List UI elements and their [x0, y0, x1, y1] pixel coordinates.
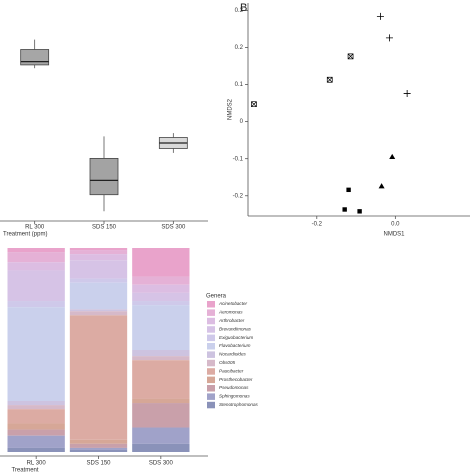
point: [251, 101, 257, 108]
bar-segment: [69, 449, 128, 452]
point: [326, 76, 333, 83]
bar-segment: [7, 423, 65, 430]
legend-swatch: [207, 326, 215, 333]
legend-label: Stenotrophomonas: [219, 402, 259, 407]
y-axis-label: NMDS2: [228, 98, 234, 120]
legend-label: Sphingomonas: [219, 394, 250, 399]
box: [20, 49, 50, 66]
bar-segment: [69, 439, 128, 444]
bar-segment: [69, 311, 128, 316]
legend-swatch: [207, 334, 215, 342]
point: [376, 12, 384, 20]
point: [347, 53, 354, 60]
y-tick-label: 0: [240, 119, 244, 125]
legend-swatch: [207, 343, 215, 350]
bar-segment: [132, 301, 190, 306]
bar-segment: [132, 403, 190, 428]
bar-segment: [132, 427, 190, 444]
legend-swatch: [207, 359, 215, 367]
bar-segment: [69, 260, 128, 279]
legend-label: Acinetobacter: [218, 301, 248, 306]
bar-segment: [7, 270, 65, 302]
legend-label: Nocardioides: [219, 352, 247, 357]
bar-segment: [7, 429, 65, 436]
legend-swatch: [207, 376, 215, 384]
point: [389, 153, 396, 160]
bar-segment: [69, 248, 128, 251]
bar-segment: [69, 443, 128, 448]
point: [346, 187, 351, 193]
bar-segment: [7, 252, 65, 263]
bar-segment: [7, 435, 65, 448]
point: [403, 89, 411, 97]
point: [357, 209, 362, 214]
bar-segment: [7, 301, 65, 308]
y-tick-label: -0.2: [233, 193, 244, 199]
bar-segment: [69, 250, 128, 255]
bar-segment: [7, 405, 65, 410]
bar-segment: [69, 315, 128, 440]
bar-segment: [132, 443, 190, 452]
bar-segment: [132, 356, 190, 361]
legend-label: Exiguobacterium: [219, 335, 253, 340]
bar-segment: [132, 292, 190, 302]
legend-label: Aeromonas: [218, 310, 243, 315]
legend-swatch: [207, 317, 215, 325]
x-axis-label: Treatment (ppm): [3, 232, 47, 238]
bar-segment: [132, 284, 190, 293]
legend-label: Pseudomonas: [219, 385, 249, 390]
x-axis-label: Treatment: [11, 468, 38, 474]
bar-segment: [7, 409, 65, 424]
legend-title: Genera: [206, 294, 227, 300]
x-tick-label: -0.2: [312, 222, 323, 228]
bar-segment: [69, 254, 128, 261]
y-tick-label: 0.3: [235, 8, 244, 14]
legend-swatch: [207, 351, 215, 358]
legend-swatch: [207, 393, 215, 400]
legend-label: Paucibacter: [219, 368, 244, 373]
x-tick-label: RL 300: [27, 461, 47, 467]
legend-label: Prosthecobacter: [219, 377, 253, 382]
x-tick-label: SDS 150: [92, 225, 117, 231]
bar-segment: [132, 248, 190, 277]
legend-label: Brevundimonas: [219, 326, 252, 331]
bar-segment: [132, 305, 190, 350]
legend-swatch: [207, 401, 215, 409]
bar-segment: [132, 276, 190, 285]
x-axis-label: NMDS1: [383, 232, 405, 238]
point: [378, 183, 385, 189]
legend-swatch: [207, 385, 215, 392]
panel-label: B: [240, 2, 247, 14]
legend-label: Obs005: [219, 360, 236, 365]
bar-segment: [7, 447, 65, 452]
bar-segment: [132, 398, 190, 404]
legend-label: Flavobacterium: [219, 343, 251, 348]
bar-segment: [132, 360, 190, 399]
bar-segment: [69, 309, 128, 312]
bar-segment: [7, 401, 65, 406]
x-tick-label: SDS 300: [149, 461, 174, 467]
point: [342, 207, 347, 212]
y-tick-label: -0.1: [233, 156, 244, 162]
legend-swatch: [207, 309, 215, 316]
y-tick-label: 0.1: [235, 82, 244, 88]
x-tick-label: RL 300: [25, 225, 45, 231]
y-tick-label: 0.2: [235, 45, 244, 51]
x-tick-label: 0.0: [391, 222, 400, 228]
x-tick-label: SDS 300: [161, 225, 186, 231]
point: [385, 34, 393, 42]
bar-segment: [69, 278, 128, 283]
bar-segment: [7, 248, 65, 253]
bar-segment: [132, 350, 190, 357]
bar-segment: [69, 282, 128, 310]
legend-label: Arthrobacter: [218, 318, 245, 323]
bar-segment: [7, 262, 65, 271]
legend-swatch: [207, 301, 215, 308]
x-tick-label: SDS 150: [86, 461, 111, 467]
bar-segment: [7, 307, 65, 401]
box: [89, 157, 119, 196]
legend-swatch: [207, 368, 215, 375]
bar-segment: [69, 447, 128, 450]
